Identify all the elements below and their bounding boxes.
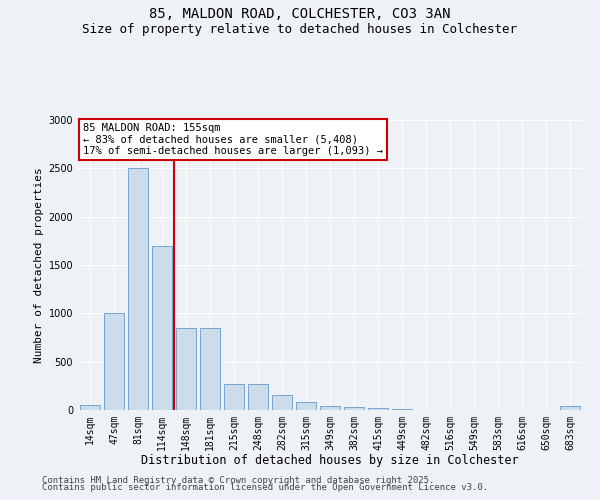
Text: Size of property relative to detached houses in Colchester: Size of property relative to detached ho… (83, 22, 517, 36)
Bar (272, 394, 292, 410)
Bar (344, 407, 364, 410)
Bar (392, 409, 412, 410)
X-axis label: Distribution of detached houses by size in Colchester: Distribution of detached houses by size … (141, 454, 519, 468)
Bar (368, 408, 388, 410)
Bar (248, 384, 268, 410)
Bar (80, 405, 100, 410)
Bar (320, 406, 340, 410)
Bar (152, 246, 172, 410)
Bar (200, 328, 220, 410)
Text: Contains public sector information licensed under the Open Government Licence v3: Contains public sector information licen… (42, 484, 488, 492)
Text: 85 MALDON ROAD: 155sqm
← 83% of detached houses are smaller (5,408)
17% of semi-: 85 MALDON ROAD: 155sqm ← 83% of detached… (83, 123, 383, 156)
Bar (296, 402, 316, 410)
Text: Contains HM Land Registry data © Crown copyright and database right 2025.: Contains HM Land Registry data © Crown c… (42, 476, 434, 485)
Bar (176, 328, 196, 410)
Bar (104, 314, 124, 410)
Y-axis label: Number of detached properties: Number of detached properties (34, 167, 44, 363)
Bar (560, 406, 580, 410)
Bar (224, 384, 244, 410)
Text: 85, MALDON ROAD, COLCHESTER, CO3 3AN: 85, MALDON ROAD, COLCHESTER, CO3 3AN (149, 8, 451, 22)
Bar (128, 168, 148, 410)
